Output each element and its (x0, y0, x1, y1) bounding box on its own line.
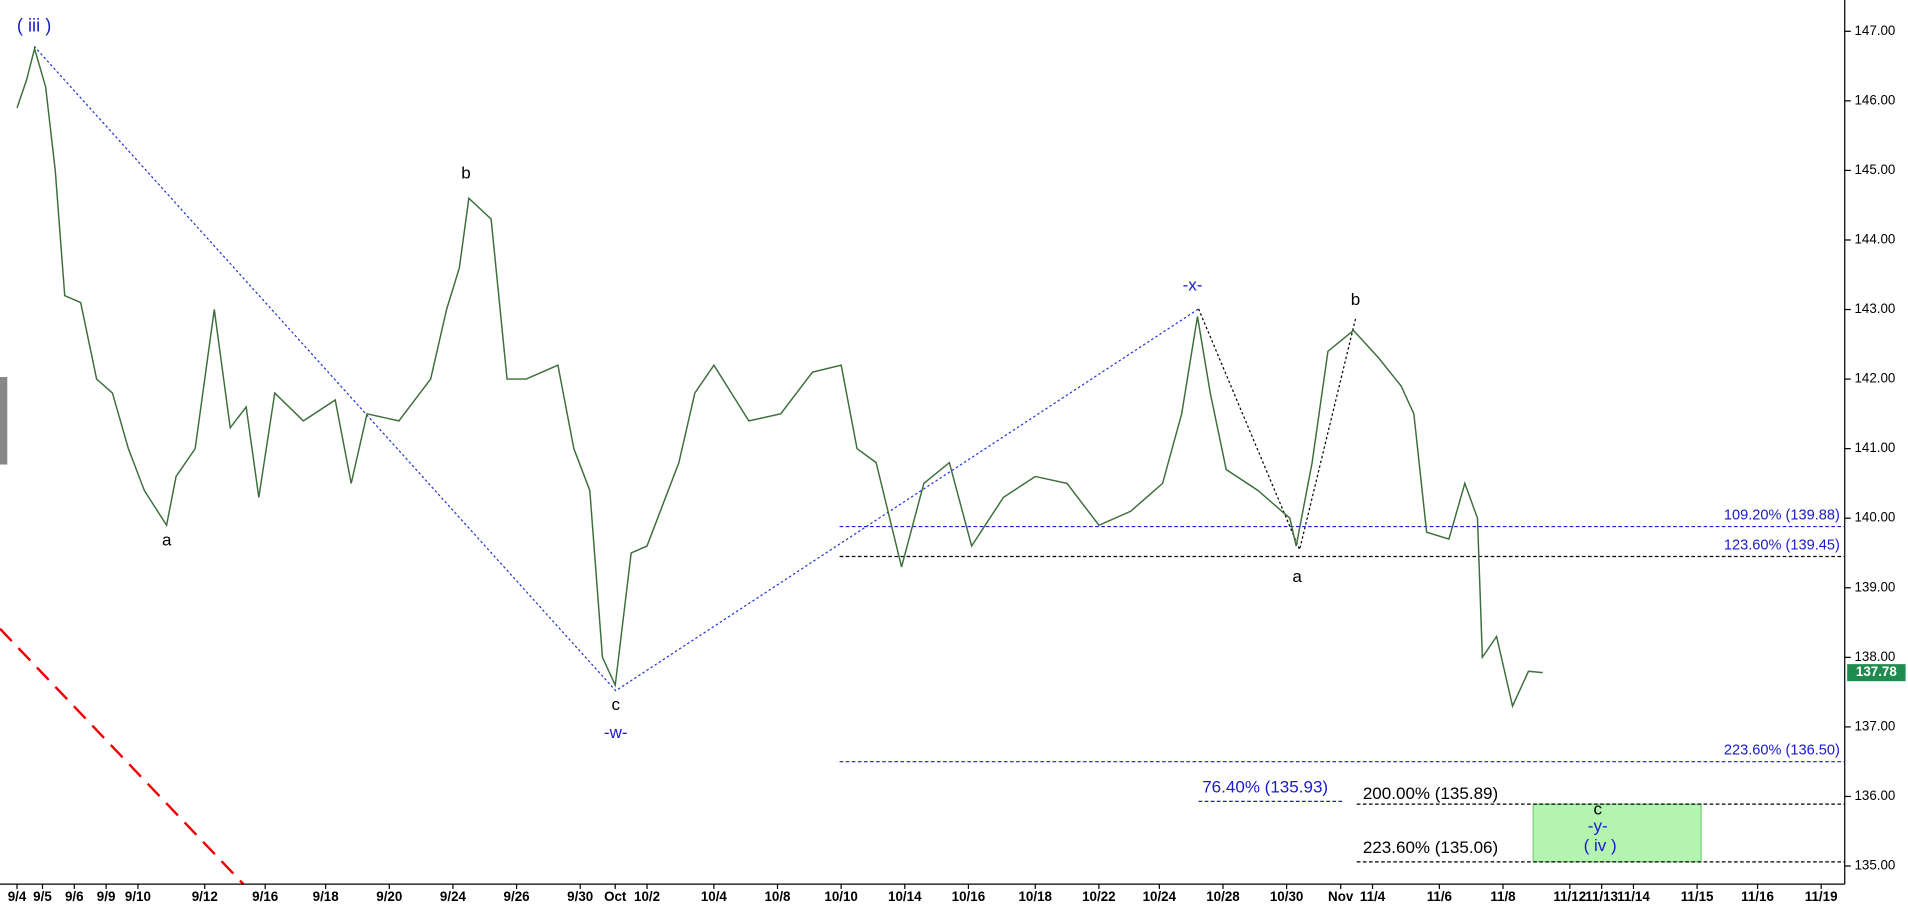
x-tick-label: 11/15 (1681, 889, 1714, 904)
y-tick-label: 136.00 (1854, 788, 1895, 803)
x-tick-label: 9/24 (440, 889, 467, 904)
wave-label: -y- (1588, 816, 1608, 835)
x-tick-label: 11/19 (1805, 889, 1838, 904)
x-tick-label: 10/24 (1143, 889, 1177, 904)
fib-label: 76.40% (135.93) (1202, 777, 1328, 796)
fib-label: 109.20% (139.88) (1724, 507, 1840, 523)
last-price-tag (1847, 664, 1906, 682)
price-line (16, 45, 1543, 709)
last-price-label: 137.78 (1856, 664, 1897, 679)
wave-label: ( iii ) (17, 15, 51, 36)
fib-label: 223.60% (136.50) (1724, 743, 1840, 759)
x-tick-label: 9/5 (33, 889, 52, 904)
y-tick-label: 135.00 (1854, 858, 1895, 873)
x-tick-label: 9/20 (376, 889, 402, 904)
wave-label: b (461, 163, 470, 182)
wave-label: ( iv ) (1584, 836, 1617, 855)
x-tick-label: 11/4 (1360, 889, 1386, 904)
fib-label: 123.60% (139.45) (1724, 537, 1840, 553)
x-tick-label: 11/6 (1427, 889, 1452, 904)
x-tick-label: Oct (604, 889, 627, 904)
x-tick-label: 9/6 (65, 889, 84, 904)
x-tick-label: 10/4 (701, 889, 728, 904)
x-tick-label: 11/16 (1741, 889, 1774, 904)
y-tick-label: 145.00 (1854, 162, 1895, 177)
x-tick-label: 10/8 (764, 889, 791, 904)
target-zone (1532, 803, 1702, 863)
y-tick-label: 144.00 (1854, 232, 1895, 247)
side-tab (0, 376, 8, 465)
x-tick-label: 9/26 (504, 889, 530, 904)
x-tick-label: 10/16 (952, 889, 985, 904)
y-tick-label: 137.00 (1854, 718, 1895, 733)
x-tick-label: 10/28 (1206, 889, 1240, 904)
black-wave-line (1198, 308, 1357, 552)
x-tick-label: 10/10 (824, 889, 857, 904)
x-tick-label: 10/2 (634, 889, 660, 904)
y-tick-label: 146.00 (1854, 92, 1895, 107)
fib-label: 200.00% (135.89) (1363, 784, 1498, 803)
x-tick-label: 10/14 (888, 889, 922, 904)
y-tick-label: 147.00 (1854, 23, 1895, 38)
y-tick-label: 142.00 (1854, 371, 1895, 386)
y-tick-label: 143.00 (1854, 301, 1895, 316)
x-tick-label: 11/13 (1585, 889, 1618, 904)
x-tick-label: 9/30 (567, 889, 593, 904)
x-tick-label: 10/18 (1018, 889, 1052, 904)
y-tick-label: 138.00 (1854, 649, 1895, 664)
fib-label: 223.60% (135.06) (1363, 838, 1498, 857)
x-tick-label: 9/12 (192, 889, 218, 904)
wave-label: a (1292, 567, 1302, 586)
x-tick-label: 9/10 (125, 889, 151, 904)
x-tick-label: 11/14 (1617, 889, 1650, 904)
x-tick-label: 10/30 (1270, 889, 1303, 904)
y-tick-label: 139.00 (1854, 579, 1895, 594)
y-tick-label: 141.00 (1854, 440, 1895, 455)
wave-label: -x- (1183, 275, 1203, 294)
x-tick-label: 11/8 (1490, 889, 1516, 904)
x-tick-label: Nov (1328, 889, 1354, 904)
x-tick-label: 9/4 (8, 889, 27, 904)
x-tick-label: 10/22 (1082, 889, 1115, 904)
wave-label: b (1351, 290, 1360, 309)
y-tick-label: 140.00 (1854, 510, 1895, 525)
red-trendline (0, 627, 245, 885)
x-tick-label: 9/18 (313, 889, 340, 904)
x-tick-label: 11/12 (1553, 889, 1586, 904)
x-tick-label: 9/16 (252, 889, 278, 904)
x-tick-label: 9/9 (97, 889, 116, 904)
wave-label: a (162, 531, 172, 550)
wave-label: c (1593, 799, 1602, 818)
wave-label: c (611, 695, 620, 714)
blue-wave-line (33, 45, 1199, 692)
wave-label: -w- (604, 723, 628, 742)
